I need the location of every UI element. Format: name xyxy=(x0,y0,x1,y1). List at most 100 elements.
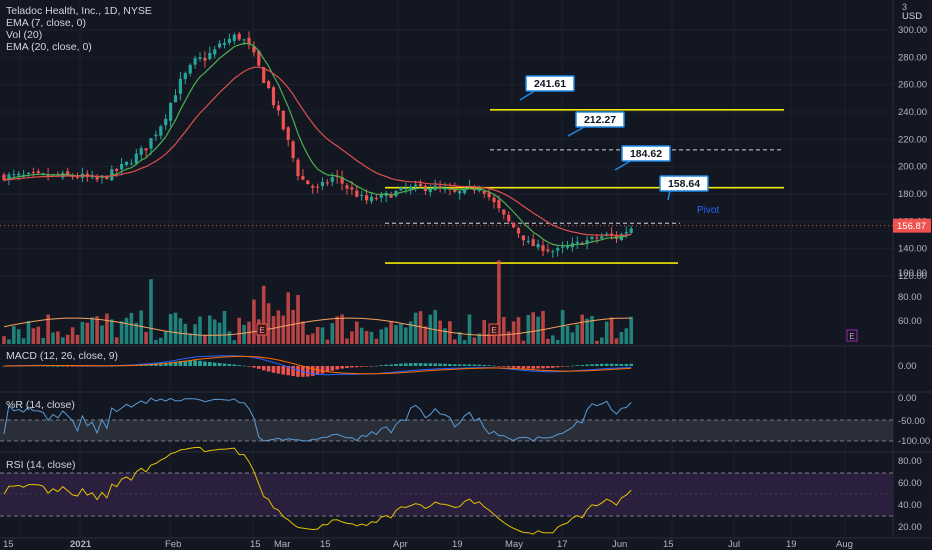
candle-body xyxy=(311,185,315,188)
macd-histogram-bar xyxy=(614,363,619,366)
earnings-marker-label: E xyxy=(259,326,264,335)
rsi-pane xyxy=(3,446,632,535)
time-tick: 19 xyxy=(786,539,797,550)
volume-bar xyxy=(232,340,237,344)
time-tick: Feb xyxy=(165,539,181,550)
candle-body xyxy=(129,163,133,165)
volume-bar xyxy=(325,339,330,344)
volume-bar xyxy=(521,340,526,344)
time-tick: Mar xyxy=(274,539,290,550)
volume-bar xyxy=(404,327,408,344)
macd-histogram-bar xyxy=(374,365,379,367)
candle-body xyxy=(12,174,16,176)
macd-histogram-bar xyxy=(193,360,197,366)
macd-histogram-bar xyxy=(570,365,575,367)
candle-body xyxy=(414,184,418,187)
candle-body xyxy=(418,183,423,187)
candle-body xyxy=(252,46,256,53)
macd-histogram-bar xyxy=(541,366,545,369)
vol-legend[interactable]: Vol (20) xyxy=(6,29,43,41)
candle-body xyxy=(360,195,364,197)
candle-body xyxy=(551,251,555,253)
volume-bar xyxy=(320,327,325,344)
wr-line xyxy=(3,397,632,442)
symbol-title[interactable]: Teladoc Health, Inc., 1D, NYSE xyxy=(6,5,152,17)
macd-histogram-bar xyxy=(482,364,486,366)
volume-bar xyxy=(61,337,65,344)
volume-bar xyxy=(384,327,388,344)
candle-body xyxy=(7,174,11,181)
wr-tick: 0.00 xyxy=(898,393,917,404)
candle-body xyxy=(17,173,21,176)
candle-body xyxy=(463,187,467,194)
volume-bar xyxy=(502,317,506,344)
volume-bar xyxy=(261,285,266,344)
candle-body xyxy=(531,239,535,247)
candle-body xyxy=(369,196,374,202)
candle-body xyxy=(458,191,462,194)
price-tick: 220.00 xyxy=(898,134,927,145)
candle-body xyxy=(614,235,619,239)
volume-bar xyxy=(580,314,584,344)
volume-bar xyxy=(80,321,85,344)
candle-body xyxy=(286,127,290,140)
macd-histogram-bar xyxy=(198,360,202,366)
support-resistance-levels[interactable] xyxy=(0,108,893,264)
candle-body xyxy=(22,174,26,176)
volume-bar xyxy=(65,334,70,344)
volume-bar xyxy=(560,309,565,344)
candle-body xyxy=(149,138,153,149)
time-tick: 19 xyxy=(452,539,463,550)
volume-bar xyxy=(359,327,364,344)
volume-bar xyxy=(531,312,535,344)
macd-tick: 0.00 xyxy=(898,361,917,372)
candle-body xyxy=(296,159,300,176)
volume-bar xyxy=(546,338,550,344)
candle-body xyxy=(404,188,408,190)
price-axis[interactable]: 300.00 280.00 260.00 240.00 220.00 200.00 180.… xyxy=(893,25,931,533)
volume-bar xyxy=(286,292,290,344)
price-tick: 300.00 xyxy=(898,25,927,36)
candle-body xyxy=(301,176,305,180)
earnings-markers[interactable]: E EE xyxy=(256,323,858,342)
macd-legend[interactable]: MACD (12, 26, close, 9) xyxy=(6,350,119,362)
volume-bar xyxy=(340,314,344,344)
volume-bar xyxy=(31,328,36,344)
macd-histogram-bar xyxy=(428,363,433,366)
volume-bar xyxy=(144,331,148,344)
currency-label[interactable]: USD xyxy=(902,11,923,22)
candle-body xyxy=(178,78,182,94)
candle-body xyxy=(482,190,486,194)
ema20-line xyxy=(3,66,632,237)
candle-body xyxy=(340,177,344,184)
volume-bar xyxy=(408,321,413,344)
rsi-legend[interactable]: RSI (14, close) xyxy=(6,459,76,471)
wr-legend[interactable]: %R (14, close) xyxy=(6,399,75,411)
volume-bar xyxy=(306,334,310,344)
wr-band-fill xyxy=(0,420,893,441)
volume-tick: 100.00 xyxy=(898,268,927,279)
macd-histogram-bar xyxy=(296,366,300,377)
volume-bar xyxy=(516,317,521,344)
volume-bar xyxy=(526,314,531,344)
ema20-legend[interactable]: EMA (20, close, 0) xyxy=(6,41,92,53)
ema7-legend[interactable]: EMA (7, close, 0) xyxy=(6,17,86,29)
price-callouts[interactable]: 241.61 212.27 184.62 158.64 Pivot xyxy=(519,75,719,216)
volume-bar xyxy=(242,324,246,344)
volume-bar xyxy=(433,310,437,344)
volume-ma-line xyxy=(3,317,632,336)
macd-histogram-bar xyxy=(217,363,222,366)
candle-body xyxy=(291,141,295,158)
macd-histogram-bar xyxy=(629,363,633,366)
macd-histogram-bar xyxy=(555,366,560,368)
time-axis[interactable]: 15 2021 Feb 15 Mar 15 Apr 19 May 17 Jun 15 Jul 19 Aug xyxy=(3,539,853,550)
candle-body xyxy=(477,189,481,191)
volume-bar xyxy=(41,337,45,344)
macd-histogram-bar xyxy=(330,366,335,371)
macd-histogram-bar xyxy=(168,362,173,366)
candle-body xyxy=(61,172,65,178)
macd-histogram-bar xyxy=(325,366,330,373)
time-tick: 15 xyxy=(250,539,261,550)
time-tick: Aug xyxy=(836,539,853,550)
